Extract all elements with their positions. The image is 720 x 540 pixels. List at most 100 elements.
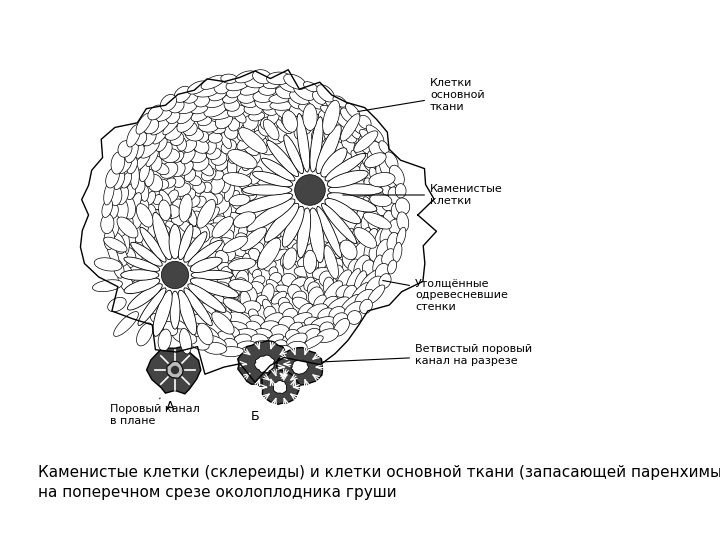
Polygon shape xyxy=(368,197,381,213)
Polygon shape xyxy=(297,256,312,267)
Polygon shape xyxy=(309,208,325,263)
Polygon shape xyxy=(176,137,186,151)
Polygon shape xyxy=(206,140,216,154)
Circle shape xyxy=(312,190,320,198)
Polygon shape xyxy=(317,242,331,253)
Polygon shape xyxy=(307,304,328,318)
Polygon shape xyxy=(225,183,235,201)
Polygon shape xyxy=(192,156,209,171)
Polygon shape xyxy=(223,298,246,313)
Polygon shape xyxy=(228,119,240,131)
Polygon shape xyxy=(202,224,215,238)
Polygon shape xyxy=(382,248,395,266)
Polygon shape xyxy=(133,179,145,194)
Polygon shape xyxy=(393,242,402,262)
Polygon shape xyxy=(297,208,311,258)
Polygon shape xyxy=(297,325,320,335)
Polygon shape xyxy=(181,149,195,164)
Polygon shape xyxy=(210,193,223,205)
Polygon shape xyxy=(171,215,184,226)
Polygon shape xyxy=(317,329,338,342)
Polygon shape xyxy=(340,294,359,313)
Polygon shape xyxy=(120,269,159,280)
Polygon shape xyxy=(369,141,388,161)
Polygon shape xyxy=(341,138,359,156)
Polygon shape xyxy=(336,285,350,297)
Polygon shape xyxy=(364,178,379,201)
Polygon shape xyxy=(270,325,289,338)
Polygon shape xyxy=(180,188,196,201)
Polygon shape xyxy=(150,210,163,221)
Polygon shape xyxy=(246,191,257,200)
Polygon shape xyxy=(155,179,168,190)
Polygon shape xyxy=(167,361,183,378)
Polygon shape xyxy=(293,82,315,100)
Polygon shape xyxy=(107,242,119,266)
Polygon shape xyxy=(179,328,192,354)
Polygon shape xyxy=(222,230,234,242)
Polygon shape xyxy=(104,181,114,205)
Polygon shape xyxy=(202,168,216,181)
Polygon shape xyxy=(282,258,294,272)
Polygon shape xyxy=(223,202,231,219)
Polygon shape xyxy=(217,331,235,343)
Polygon shape xyxy=(146,191,156,205)
Polygon shape xyxy=(202,182,212,193)
Polygon shape xyxy=(211,151,227,165)
Polygon shape xyxy=(231,308,243,317)
Polygon shape xyxy=(235,71,256,83)
Polygon shape xyxy=(319,271,333,287)
Circle shape xyxy=(306,179,314,187)
Polygon shape xyxy=(369,245,381,261)
Polygon shape xyxy=(372,180,387,204)
Polygon shape xyxy=(282,273,297,287)
Polygon shape xyxy=(251,334,269,346)
Polygon shape xyxy=(388,187,400,204)
Polygon shape xyxy=(377,239,391,260)
Polygon shape xyxy=(308,287,323,305)
Polygon shape xyxy=(137,215,148,234)
Polygon shape xyxy=(312,267,331,280)
Polygon shape xyxy=(238,179,249,189)
Polygon shape xyxy=(346,228,355,248)
Polygon shape xyxy=(183,139,197,152)
Polygon shape xyxy=(243,115,258,131)
Polygon shape xyxy=(253,91,274,103)
Polygon shape xyxy=(369,194,392,207)
Polygon shape xyxy=(362,260,375,275)
Polygon shape xyxy=(192,211,205,224)
Text: Каменистые
клетки: Каменистые клетки xyxy=(343,184,503,206)
Polygon shape xyxy=(183,122,197,136)
Polygon shape xyxy=(294,267,312,277)
Polygon shape xyxy=(252,225,266,244)
Polygon shape xyxy=(187,329,210,343)
Polygon shape xyxy=(107,298,126,312)
Polygon shape xyxy=(117,158,132,174)
Polygon shape xyxy=(156,209,171,219)
Polygon shape xyxy=(245,78,265,88)
Polygon shape xyxy=(122,247,136,268)
Polygon shape xyxy=(396,227,406,247)
Polygon shape xyxy=(130,164,139,190)
Polygon shape xyxy=(262,369,300,404)
Circle shape xyxy=(315,186,323,194)
Circle shape xyxy=(166,268,173,275)
Polygon shape xyxy=(176,109,192,124)
Polygon shape xyxy=(389,219,402,234)
Polygon shape xyxy=(248,248,260,261)
Circle shape xyxy=(171,367,179,374)
Circle shape xyxy=(306,195,314,203)
Polygon shape xyxy=(94,258,122,271)
Polygon shape xyxy=(206,148,221,159)
Polygon shape xyxy=(168,99,184,113)
Polygon shape xyxy=(397,212,409,232)
Polygon shape xyxy=(260,146,276,155)
Polygon shape xyxy=(147,346,201,394)
Polygon shape xyxy=(314,295,326,307)
Polygon shape xyxy=(264,313,283,325)
Polygon shape xyxy=(194,196,206,207)
Polygon shape xyxy=(377,215,386,230)
Polygon shape xyxy=(246,147,261,164)
Circle shape xyxy=(161,261,189,288)
Polygon shape xyxy=(188,226,201,238)
